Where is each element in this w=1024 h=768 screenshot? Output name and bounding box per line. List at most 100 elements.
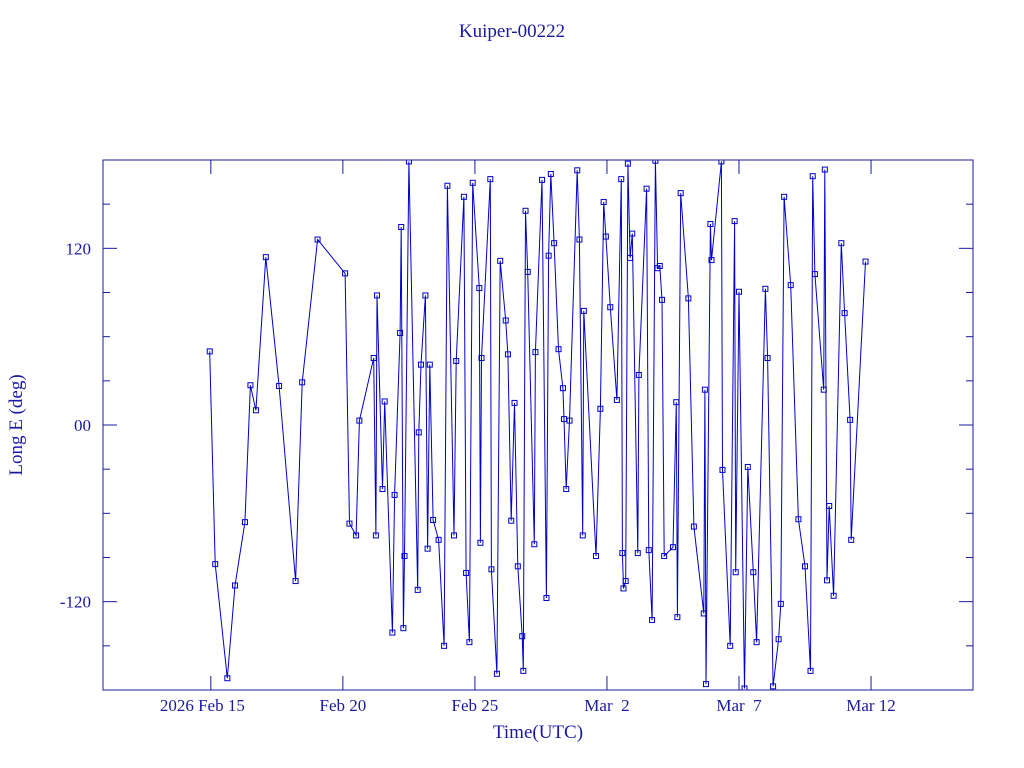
data-point (414, 586, 421, 593)
data-point (674, 614, 681, 621)
data-point (444, 182, 451, 189)
data-point (613, 396, 620, 403)
data-point (677, 190, 684, 197)
data-point (241, 519, 248, 526)
data-point (511, 399, 518, 406)
data-point (708, 257, 715, 264)
data-point (741, 685, 748, 690)
data-point (415, 429, 422, 436)
data-point (524, 268, 531, 275)
data-point (469, 179, 476, 186)
data-point (504, 351, 511, 358)
data-point (356, 417, 363, 424)
data-point (488, 566, 495, 573)
data-point (247, 382, 254, 389)
x-axis-label: Time(UTC) (493, 722, 583, 743)
data-point (624, 160, 631, 167)
data-point (830, 592, 837, 599)
data-point (379, 486, 386, 493)
data-point (719, 466, 726, 473)
data-point (276, 382, 283, 389)
data-point (466, 639, 473, 646)
data-point (700, 610, 707, 617)
data-point (690, 523, 697, 530)
data-point (551, 240, 558, 247)
data-point (579, 532, 586, 539)
data-point (252, 407, 259, 414)
data-point (373, 292, 380, 299)
x-tick-label: Feb 25 (452, 696, 499, 715)
data-point (838, 240, 845, 247)
data-point (435, 536, 442, 543)
data-point (821, 166, 828, 173)
data-point (600, 198, 607, 205)
data-point (576, 236, 583, 243)
x-tick-label: Mar 12 (846, 696, 896, 715)
data-point (508, 517, 515, 524)
data-point (353, 532, 360, 539)
data-point (522, 207, 529, 214)
data-point (762, 285, 769, 292)
data-point (787, 282, 794, 289)
data-point (532, 349, 539, 356)
data-point (634, 550, 641, 557)
data-point (848, 536, 855, 543)
data-point (463, 569, 470, 576)
data-point (531, 541, 538, 548)
data-point (555, 346, 562, 353)
data-point (620, 585, 627, 592)
data-point (824, 577, 831, 584)
data-point (545, 252, 552, 259)
data-point (750, 569, 757, 576)
data-point (826, 502, 833, 509)
data-point (597, 405, 604, 412)
data-point (627, 254, 634, 261)
data-line (209, 160, 866, 689)
data-point (777, 600, 784, 607)
x-tick-label: 2026 Feb 15 (160, 696, 245, 715)
data-point (224, 675, 231, 682)
data-point (520, 667, 527, 674)
data-point (656, 263, 663, 269)
y-axis-label: Long E (deg) (6, 374, 27, 475)
data-point (795, 516, 802, 523)
data-point (744, 463, 751, 470)
data-point (841, 310, 848, 317)
data-point (580, 307, 587, 314)
data-point (497, 257, 504, 264)
data-point (735, 288, 742, 295)
data-point (206, 348, 213, 355)
data-point (727, 642, 734, 649)
data-point (753, 639, 760, 646)
data-point (702, 681, 709, 688)
data-point (811, 271, 818, 278)
chart-title: Kuiper-00222 (459, 21, 565, 42)
data-point (539, 176, 546, 183)
data-point (685, 295, 692, 302)
data-point (635, 371, 642, 378)
data-point (563, 486, 570, 493)
data-point (807, 667, 814, 674)
data-point (417, 361, 424, 368)
data-point (669, 544, 676, 551)
data-point (262, 254, 269, 261)
data-point (401, 553, 408, 560)
data-point (652, 160, 659, 164)
data-point (400, 625, 407, 632)
data-point (451, 532, 458, 539)
y-tick-label: 00 (74, 416, 91, 435)
data-point (559, 385, 566, 392)
data-point (519, 633, 526, 640)
data-point (645, 547, 652, 554)
data-point (547, 170, 554, 177)
data-point (602, 233, 609, 240)
data-point (543, 594, 550, 601)
data-point (802, 563, 809, 570)
data-point (701, 386, 708, 393)
data-point (493, 670, 500, 677)
data-point (847, 416, 854, 423)
data-point (658, 296, 665, 303)
y-tick-label: 120 (66, 239, 92, 258)
data-point (718, 160, 725, 165)
